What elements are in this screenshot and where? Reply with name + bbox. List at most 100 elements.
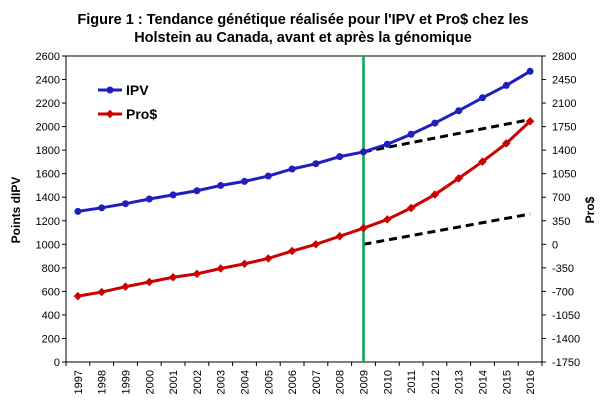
x-tick-label: 2003 (216, 370, 228, 394)
series-markers (73, 67, 535, 301)
data-point-prodollar (311, 240, 321, 249)
data-point-prodollar (287, 246, 297, 256)
data-point-ipv (193, 187, 201, 195)
x-tick-label: 2016 (525, 370, 537, 394)
left-tick-label: 2000 (36, 122, 60, 134)
right-tick-label: 2450 (552, 75, 576, 87)
left-tick-label: 1600 (36, 169, 60, 181)
x-tick-label: 2014 (478, 370, 490, 394)
right-axis-title: Pro$ (583, 196, 597, 223)
right-tick-label: 700 (552, 192, 570, 204)
left-axis-ticks: 0 200 400 600 800 1000 1200 1400 1600 1800 2000 220… (36, 51, 66, 369)
x-tick-label: 2005 (263, 370, 275, 394)
x-tick-label: 2009 (359, 370, 371, 394)
x-tick-label: 2007 (311, 370, 323, 394)
right-tick-label: -1400 (552, 333, 580, 345)
data-point-ipv (526, 67, 534, 75)
data-point-ipv (74, 207, 82, 215)
data-point-prodollar (73, 291, 83, 301)
data-point-prodollar (145, 277, 154, 287)
right-tick-label: 1050 (552, 169, 576, 181)
left-tick-label: 1800 (36, 145, 60, 157)
x-tick-label: 2006 (287, 370, 299, 394)
data-point-ipv (431, 119, 439, 127)
data-point-prodollar (335, 231, 344, 241)
chart-title-line2: Holstein au Canada, avant et après la gé… (134, 30, 472, 46)
left-tick-label: 2600 (36, 51, 60, 63)
data-point-prodollar (121, 282, 130, 291)
x-tick-label: 2000 (144, 370, 156, 394)
data-point-prodollar (264, 254, 273, 263)
data-point-ipv (336, 153, 344, 161)
left-tick-label: 2200 (36, 98, 60, 110)
right-tick-label: 2800 (552, 51, 576, 63)
right-tick-label: -350 (552, 263, 574, 275)
right-tick-label: 350 (552, 216, 570, 228)
series-lines (77, 56, 532, 362)
data-point-prodollar (359, 223, 368, 233)
left-tick-label: 2400 (36, 75, 60, 87)
data-point-ipv (455, 107, 463, 115)
data-point-ipv (360, 148, 367, 156)
x-tick-label: 2004 (240, 370, 252, 394)
right-tick-label: -1750 (552, 357, 580, 369)
x-tick-label: 2002 (192, 370, 204, 394)
data-point-prodollar (478, 157, 487, 166)
left-tick-label: 1000 (36, 239, 60, 251)
right-tick-label: 0 (552, 239, 558, 251)
left-tick-label: 200 (42, 333, 60, 345)
legend: IPV Pro$ (98, 82, 157, 122)
data-point-ipv (407, 130, 415, 138)
data-point-prodollar (454, 174, 463, 183)
data-point-ipv (169, 191, 177, 199)
legend-label-ipv: IPV (126, 82, 149, 98)
right-tick-label: 1400 (552, 145, 576, 157)
left-tick-label: 400 (42, 310, 60, 322)
left-tick-label: 1400 (36, 192, 60, 204)
data-point-ipv (217, 181, 225, 189)
x-tick-label: 2001 (168, 370, 180, 394)
data-point-ipv (312, 160, 320, 168)
data-point-ipv (502, 81, 510, 89)
x-tick-label: 1998 (97, 370, 109, 394)
x-tick-label: 1997 (73, 370, 85, 394)
left-tick-label: 800 (42, 263, 60, 275)
series-line-ipv (77, 70, 531, 213)
data-point-prodollar (383, 215, 392, 224)
left-axis-title: Points dIPV (9, 177, 23, 244)
x-tick-label: 1999 (121, 370, 133, 394)
legend-label-prodollar: Pro$ (126, 106, 157, 122)
data-point-prodollar (192, 269, 202, 279)
legend-marker-prodollar (105, 109, 115, 119)
x-tick-label: 2010 (382, 370, 394, 394)
data-point-prodollar (97, 287, 106, 297)
right-tick-label: -1050 (552, 310, 580, 322)
legend-marker-ipv (106, 86, 114, 94)
left-tick-label: 600 (42, 286, 60, 298)
right-axis-ticks: -1750 -1400 -1050 -700 -350 0 350 700 1050 1400 17… (542, 51, 580, 369)
data-point-ipv (122, 200, 129, 208)
data-point-prodollar (406, 203, 416, 213)
chart-title-line1: Figure 1 : Tendance génétique réalisée p… (77, 12, 528, 28)
axes (65, 55, 543, 363)
x-tick-label: 2011 (406, 370, 418, 394)
data-point-prodollar (168, 273, 178, 282)
data-point-ipv (145, 195, 153, 203)
data-point-prodollar (502, 139, 511, 148)
data-point-ipv (479, 94, 486, 102)
x-axis-ticks: 1997 1998 1999 2000 2001 2002 2003 2004 2005 2006… (65, 362, 543, 394)
projection-line-ipv (363, 118, 531, 154)
data-point-ipv (288, 165, 296, 173)
data-point-ipv (383, 140, 391, 148)
data-point-ipv (241, 177, 248, 185)
data-point-prodollar (216, 264, 225, 273)
data-point-prodollar (430, 190, 440, 199)
data-point-prodollar (240, 259, 249, 269)
plot-area-border (65, 55, 543, 363)
series-line-prodollar (77, 120, 532, 298)
x-tick-label: 2008 (335, 370, 347, 394)
left-tick-label: 0 (54, 357, 60, 369)
x-tick-label: 2015 (501, 370, 513, 394)
right-tick-label: -700 (552, 286, 574, 298)
data-point-ipv (264, 172, 272, 180)
